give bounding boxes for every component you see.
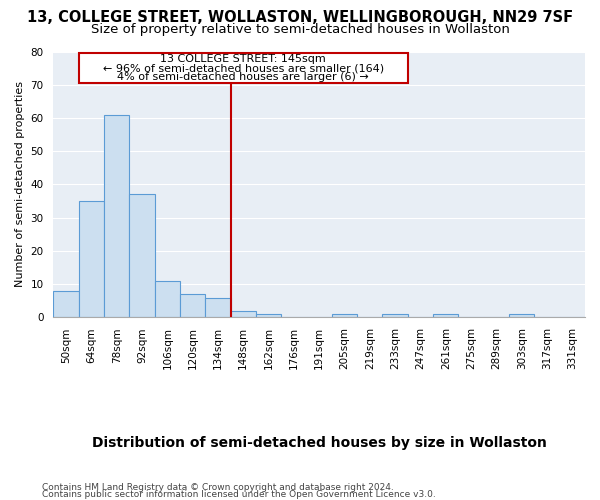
Bar xyxy=(155,281,180,318)
Text: Size of property relative to semi-detached houses in Wollaston: Size of property relative to semi-detach… xyxy=(91,22,509,36)
Bar xyxy=(382,314,408,318)
Bar xyxy=(180,294,205,318)
Text: ← 96% of semi-detached houses are smaller (164): ← 96% of semi-detached houses are smalle… xyxy=(103,63,384,73)
FancyBboxPatch shape xyxy=(79,53,408,83)
Text: Contains HM Land Registry data © Crown copyright and database right 2024.: Contains HM Land Registry data © Crown c… xyxy=(42,484,394,492)
X-axis label: Distribution of semi-detached houses by size in Wollaston: Distribution of semi-detached houses by … xyxy=(92,436,547,450)
Bar xyxy=(130,194,155,318)
Bar xyxy=(53,291,79,318)
Bar xyxy=(332,314,357,318)
Text: 13, COLLEGE STREET, WOLLASTON, WELLINGBOROUGH, NN29 7SF: 13, COLLEGE STREET, WOLLASTON, WELLINGBO… xyxy=(27,10,573,25)
Bar xyxy=(230,311,256,318)
Text: 4% of semi-detached houses are larger (6) →: 4% of semi-detached houses are larger (6… xyxy=(118,72,369,83)
Text: 13 COLLEGE STREET: 145sqm: 13 COLLEGE STREET: 145sqm xyxy=(160,54,326,64)
Bar xyxy=(104,114,130,318)
Bar xyxy=(256,314,281,318)
Text: Contains public sector information licensed under the Open Government Licence v3: Contains public sector information licen… xyxy=(42,490,436,499)
Bar xyxy=(79,201,104,318)
Bar xyxy=(509,314,535,318)
Y-axis label: Number of semi-detached properties: Number of semi-detached properties xyxy=(15,82,25,288)
Bar xyxy=(433,314,458,318)
Bar xyxy=(205,298,230,318)
